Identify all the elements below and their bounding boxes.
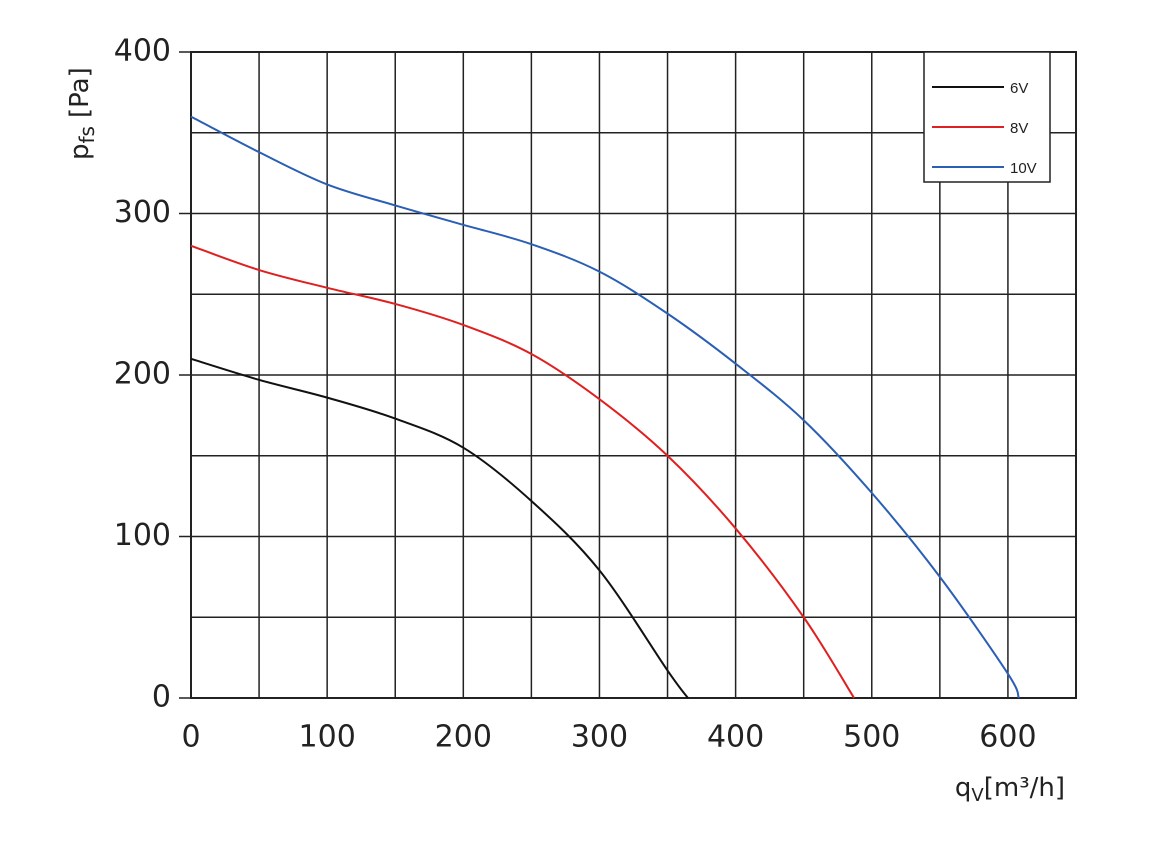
y-label-symbol: p — [65, 143, 95, 160]
series-line — [190, 115, 1020, 699]
y-tick-label: 400 — [114, 34, 171, 69]
y-label-unit: [Pa] — [65, 67, 95, 118]
legend-label: 8V — [1010, 120, 1028, 137]
series-line — [190, 357, 689, 699]
x-tick-label: 400 — [707, 720, 764, 755]
plot-frame — [190, 51, 1077, 699]
x-label-subscript: V — [971, 785, 984, 806]
legend-label: 10V — [1010, 160, 1037, 177]
y-tick-label: 0 — [152, 680, 171, 715]
x-label-unit: [m³/h] — [984, 773, 1065, 803]
x-tick-label: 500 — [843, 720, 900, 755]
y-tick-label: 300 — [114, 195, 171, 230]
x-tick-label: 100 — [299, 720, 356, 755]
y-tick-label: 200 — [114, 357, 171, 392]
x-axis-label: qV[m³/h] — [955, 773, 1065, 807]
y-label-subscript: fs — [75, 126, 99, 143]
y-tick-label: 100 — [114, 518, 171, 553]
legend-label: 6V — [1010, 80, 1028, 97]
x-tick-label: 300 — [571, 720, 628, 755]
x-tick-label: 0 — [181, 720, 200, 755]
legend-box — [923, 51, 1051, 183]
x-label-symbol: q — [955, 773, 972, 803]
y-axis-label: pfs [Pa] — [65, 67, 99, 160]
series-line — [190, 244, 855, 699]
x-tick-label: 600 — [979, 720, 1036, 755]
x-tick-label: 200 — [435, 720, 492, 755]
